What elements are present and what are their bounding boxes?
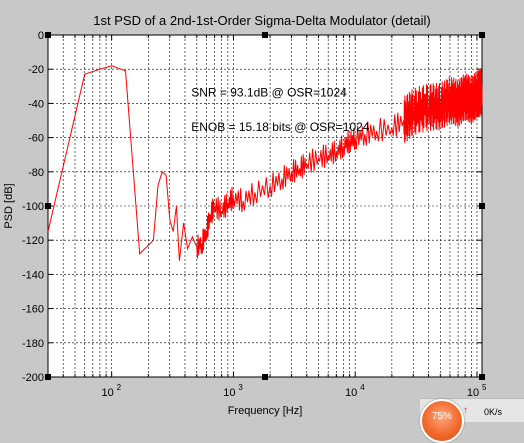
- chart-title: 1st PSD of a 2nd-1st-Order Sigma-Delta M…: [93, 13, 430, 28]
- selection-handle: [45, 203, 51, 209]
- y-axis-ticks: 0 -20 -40 -60 -80 -100 -120 -140 -160 -180 -200: [22, 30, 482, 384]
- x-tick-label: 10: [345, 387, 357, 399]
- x-tick-exponent: 2: [117, 383, 122, 392]
- grid-lines: [47, 35, 482, 377]
- selection-handle: [45, 374, 51, 380]
- selection-handle: [262, 32, 268, 38]
- y-tick-label: -40: [28, 98, 44, 110]
- y-tick-label: -120: [22, 235, 44, 247]
- upload-arrow-icon: ↑: [463, 405, 468, 416]
- x-tick-label: 10: [102, 387, 114, 399]
- annotation-text: SNR = 93.1dB @ OSR=1024: [191, 86, 347, 100]
- x-tick-exponent: 4: [360, 383, 365, 392]
- y-tick-label: 0: [38, 30, 44, 42]
- usage-percent: 75%: [431, 411, 452, 422]
- y-tick-label: -140: [22, 269, 44, 281]
- x-tick-label: 10: [223, 387, 235, 399]
- speed-readout: 0K/s: [484, 407, 503, 417]
- x-tick-exponent: 5: [482, 383, 487, 392]
- y-tick-label: -60: [28, 133, 44, 145]
- network-speed-widget[interactable]: 75% ↑ 0K/s: [420, 398, 524, 443]
- annotations: SNR = 93.1dB @ OSR=1024 ENOB = 15.18 bits…: [191, 86, 370, 134]
- y-tick-label: -80: [28, 167, 44, 179]
- annotation-text: ENOB = 15.18 bits @ OSR=1024: [191, 120, 370, 134]
- psd-series-line: [47, 65, 483, 261]
- x-tick-label: 10: [467, 387, 479, 399]
- y-tick-label: -20: [28, 64, 44, 76]
- y-axis-label: PSD [dB]: [3, 183, 15, 228]
- selection-handle: [479, 32, 485, 38]
- x-tick-exponent: 3: [238, 383, 243, 392]
- selection-handles: [45, 32, 485, 380]
- selection-handle: [479, 203, 485, 209]
- x-axis-label: Frequency [Hz]: [228, 405, 303, 417]
- selection-handle: [479, 374, 485, 380]
- selection-handle: [262, 374, 268, 380]
- y-tick-label: -160: [22, 304, 44, 316]
- y-tick-label: -200: [22, 372, 44, 384]
- psd-chart: 1st PSD of a 2nd-1st-Order Sigma-Delta M…: [3, 13, 487, 417]
- y-tick-label: -180: [22, 338, 44, 350]
- selection-handle: [45, 32, 51, 38]
- x-axis-ticks: 10 2 10 3 10 4 10 5: [47, 35, 487, 399]
- usage-gauge[interactable]: 75%: [420, 399, 464, 443]
- y-tick-label: -100: [22, 201, 44, 213]
